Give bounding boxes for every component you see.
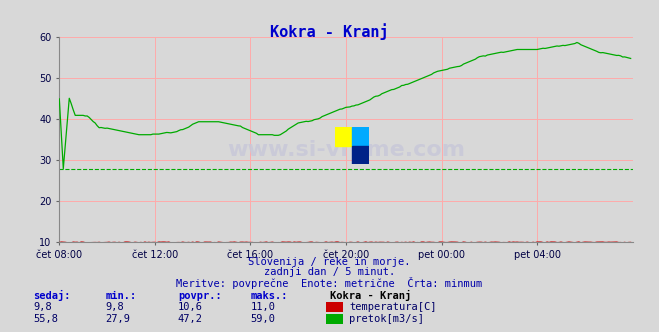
Text: sedaj:: sedaj: bbox=[33, 290, 71, 301]
Text: Kokra - Kranj: Kokra - Kranj bbox=[330, 290, 411, 301]
Text: Kokra - Kranj: Kokra - Kranj bbox=[270, 23, 389, 40]
Text: 55,8: 55,8 bbox=[33, 314, 58, 324]
Text: Meritve: povprečne  Enote: metrične  Črta: minmum: Meritve: povprečne Enote: metrične Črta:… bbox=[177, 277, 482, 289]
Text: 9,8: 9,8 bbox=[105, 302, 124, 312]
Text: 9,8: 9,8 bbox=[33, 302, 51, 312]
Text: zadnji dan / 5 minut.: zadnji dan / 5 minut. bbox=[264, 267, 395, 277]
Text: min.:: min.: bbox=[105, 291, 136, 301]
Text: Slovenija / reke in morje.: Slovenija / reke in morje. bbox=[248, 257, 411, 267]
Text: temperatura[C]: temperatura[C] bbox=[349, 302, 437, 312]
Text: www.si-vreme.com: www.si-vreme.com bbox=[227, 140, 465, 160]
Text: 27,9: 27,9 bbox=[105, 314, 130, 324]
Text: pretok[m3/s]: pretok[m3/s] bbox=[349, 314, 424, 324]
Text: 59,0: 59,0 bbox=[250, 314, 275, 324]
Text: povpr.:: povpr.: bbox=[178, 291, 221, 301]
Text: 47,2: 47,2 bbox=[178, 314, 203, 324]
Text: 10,6: 10,6 bbox=[178, 302, 203, 312]
Text: 11,0: 11,0 bbox=[250, 302, 275, 312]
Text: maks.:: maks.: bbox=[250, 291, 288, 301]
